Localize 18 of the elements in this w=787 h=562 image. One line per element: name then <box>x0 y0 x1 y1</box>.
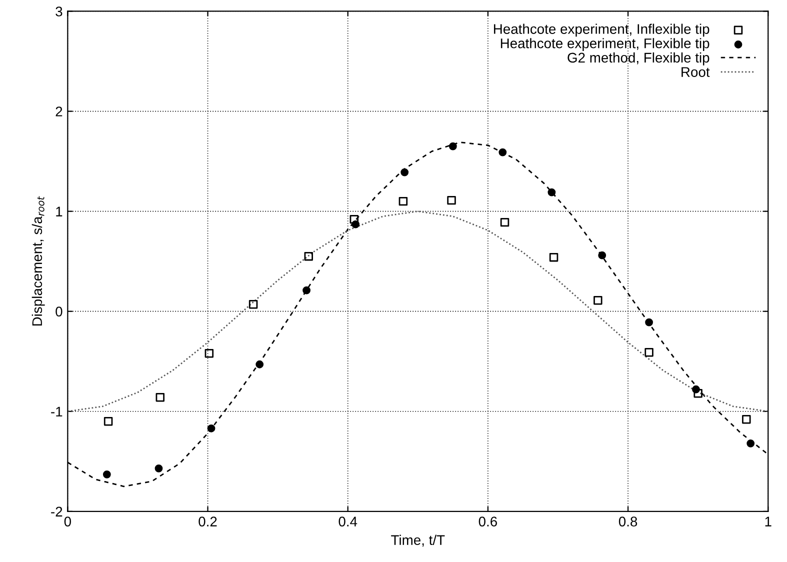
y-tick-label: -1 <box>51 406 62 416</box>
legend-label: Heathcote experiment, Inflexible tip <box>494 24 710 37</box>
legend-label: Heathcote experiment, Flexible tip <box>500 38 710 52</box>
x-tick-label: 0.6 <box>478 516 497 526</box>
y-tick-label: 2 <box>56 106 62 116</box>
y-tick-label: -2 <box>51 506 62 516</box>
x-axis-title: Time, t/T <box>391 534 445 547</box>
x-tick-label: 0.8 <box>618 516 638 526</box>
y-tick-label: 3 <box>56 6 62 16</box>
y-tick-label: 1 <box>56 206 62 216</box>
x-tick-label: 0 <box>64 516 71 526</box>
legend-label: Root <box>682 67 710 77</box>
x-tick-label: 1 <box>765 516 772 526</box>
legend-label: G2 method, Flexible tip <box>568 52 710 66</box>
y-tick-label: 0 <box>56 306 62 317</box>
y-axis-title: Displacement, s/a$_{root}$ <box>32 196 45 326</box>
x-tick-label: 0.2 <box>198 516 217 526</box>
x-tick-label: 0.4 <box>338 516 358 526</box>
